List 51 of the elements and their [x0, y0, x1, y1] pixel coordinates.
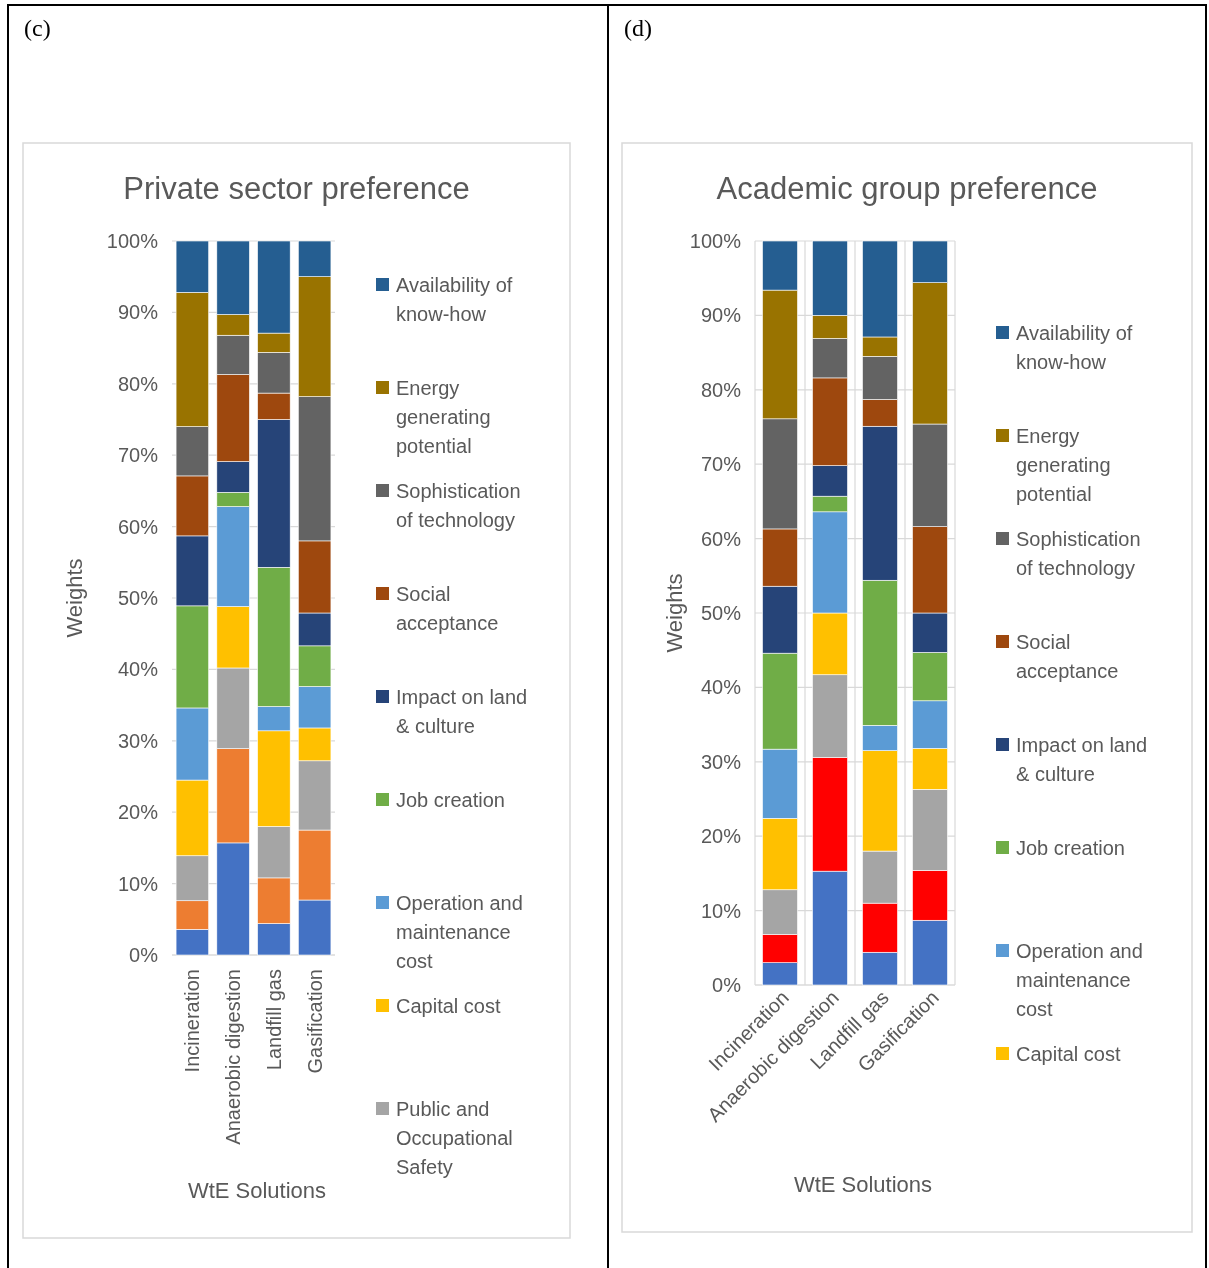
chart-title: Academic group preference — [716, 171, 1098, 206]
y-tick-label: 80% — [117, 372, 159, 395]
y-tick-label: 30% — [117, 729, 159, 752]
legend-label: Capital cost — [396, 995, 501, 1017]
y-tick-label: 10% — [117, 872, 159, 895]
y-tick-label: 100% — [106, 230, 159, 252]
x-tick-label: Incineration — [181, 969, 204, 1073]
y-tick-label: 70% — [117, 444, 159, 467]
y-tick-label: 50% — [700, 602, 742, 624]
text: (c) — [24, 15, 51, 41]
legend-label: Impact on land & culture — [396, 686, 528, 737]
legend-label: Operation and maintenance cost — [1016, 940, 1143, 1020]
legend-label: Public and Occupational Safety — [396, 1098, 513, 1178]
y-tick-label: 0% — [712, 974, 742, 996]
y-tick-label: 0% — [129, 944, 159, 966]
y-tick-label: 50% — [117, 587, 159, 609]
y-tick-label: 90% — [117, 301, 159, 324]
legend-label: Energy generating potential — [396, 377, 491, 457]
y-tick-label: 70% — [700, 453, 742, 476]
chart-title: Private sector preference — [123, 171, 470, 206]
y-tick-label: 80% — [700, 378, 742, 401]
y-tick-label: 10% — [700, 899, 742, 922]
y-tick-label: 40% — [117, 658, 159, 681]
y-tick-label: 60% — [700, 527, 742, 550]
text: (d) — [624, 15, 652, 41]
x-axis-title: WtE Solutions — [793, 1172, 933, 1197]
legend-label: Social acceptance — [396, 583, 499, 634]
legend-label: Social acceptance — [1016, 631, 1119, 682]
legend-label: Impact on land & culture — [1016, 734, 1148, 785]
legend-label: Capital cost — [1016, 1043, 1121, 1065]
y-tick-label: 20% — [700, 825, 742, 848]
x-tick-label: Gasification — [303, 969, 326, 1074]
y-tick-label: 20% — [117, 801, 159, 824]
y-tick-label: 100% — [689, 230, 742, 252]
y-tick-label: 40% — [700, 676, 742, 699]
legend-label: Operation and maintenance cost — [396, 892, 523, 972]
legend-label: Energy generating potential — [1016, 425, 1111, 505]
legend-label: Availability of know-how — [396, 274, 513, 325]
y-tick-label: 30% — [700, 750, 742, 773]
x-tick-label: Landfill gas — [262, 969, 285, 1071]
legend-label: Job creation — [1016, 837, 1125, 859]
y-axis-title: Weights — [662, 573, 687, 653]
y-tick-label: 60% — [117, 515, 159, 538]
y-tick-label: 90% — [700, 304, 742, 327]
legend-label: Availability of know-how — [1016, 322, 1133, 373]
legend-label: Job creation — [396, 789, 505, 811]
x-tick-label: Anaerobic digestion — [222, 969, 245, 1145]
x-axis-title: WtE Solutions — [187, 1178, 327, 1203]
legend-label: Sophistication of technology — [396, 480, 521, 531]
legend-label: Sophistication of technology — [1016, 528, 1141, 579]
y-axis-title: Weights — [62, 558, 87, 638]
